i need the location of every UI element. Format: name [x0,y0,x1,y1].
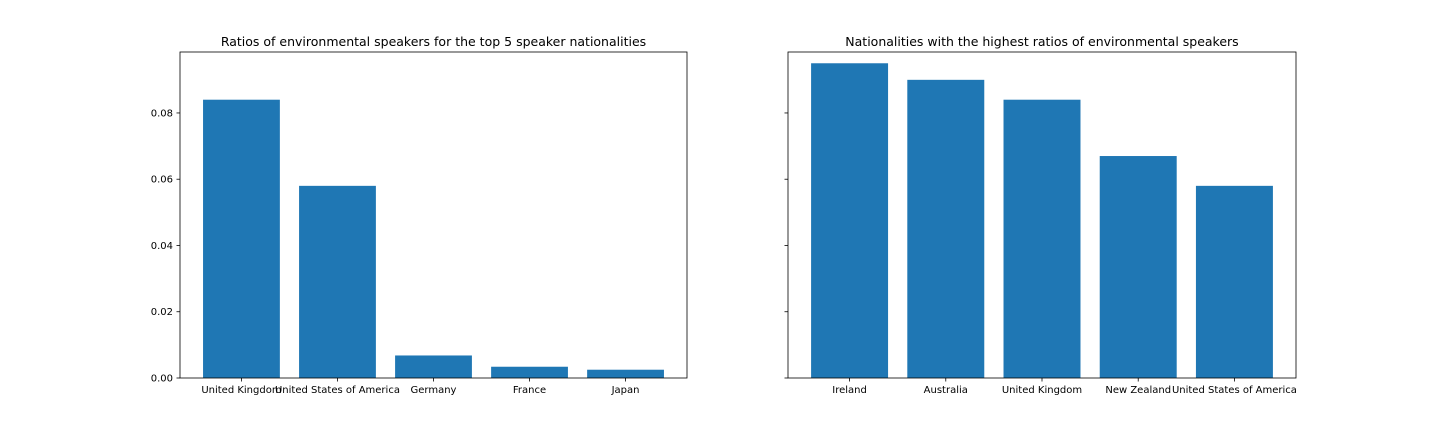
bar-ireland [811,63,889,379]
bar-united-states-of-america [1195,185,1273,378]
x-tick-label: United States of America [1172,385,1297,396]
y-tick-label: 0.04 [151,241,173,252]
bar-australia [907,79,985,378]
chart-left: Ratios of environmental speakers for the… [151,34,688,396]
chart-left-bars [203,99,664,379]
x-tick-label: France [513,385,546,396]
x-tick-label: United States of America [275,385,400,396]
y-tick-label: 0.02 [151,307,173,318]
chart-right-axes-frame [787,51,1297,379]
x-tick-label: United Kingdom [1002,385,1082,396]
y-tick-label: 0.06 [151,175,173,186]
chart-right-title: Nationalities with the highest ratios of… [845,34,1238,49]
y-tick-label: 0.08 [151,108,173,119]
x-tick-label: Ireland [832,385,867,396]
chart-right: Nationalities with the highest ratios of… [784,34,1297,396]
bar-united-kingdom [203,99,280,379]
chart-left-axes-frame [179,51,688,379]
chart-right-y-ticks [784,112,788,379]
x-tick-label: Australia [924,385,968,396]
bar-japan [587,369,664,378]
bar-new-zealand [1099,156,1177,378]
bar-france [491,366,568,378]
x-tick-label: United Kingdom [201,385,281,396]
bar-united-kingdom [1003,99,1081,379]
x-tick-label: New Zealand [1105,385,1171,396]
y-tick-label: 0.00 [151,374,173,385]
chart-left-title: Ratios of environmental speakers for the… [221,34,646,49]
chart-left-y-ticks: 0.00 0.02 0.04 0.06 0.08 [151,108,180,385]
bar-united-states-of-america [299,185,376,378]
x-tick-label: Germany [411,385,457,396]
chart-right-bars [811,63,1273,379]
chart-right-x-ticks: Ireland Australia United Kingdom New Zealan… [832,378,1297,396]
bar-germany [395,355,472,378]
x-tick-label: Japan [611,385,640,396]
